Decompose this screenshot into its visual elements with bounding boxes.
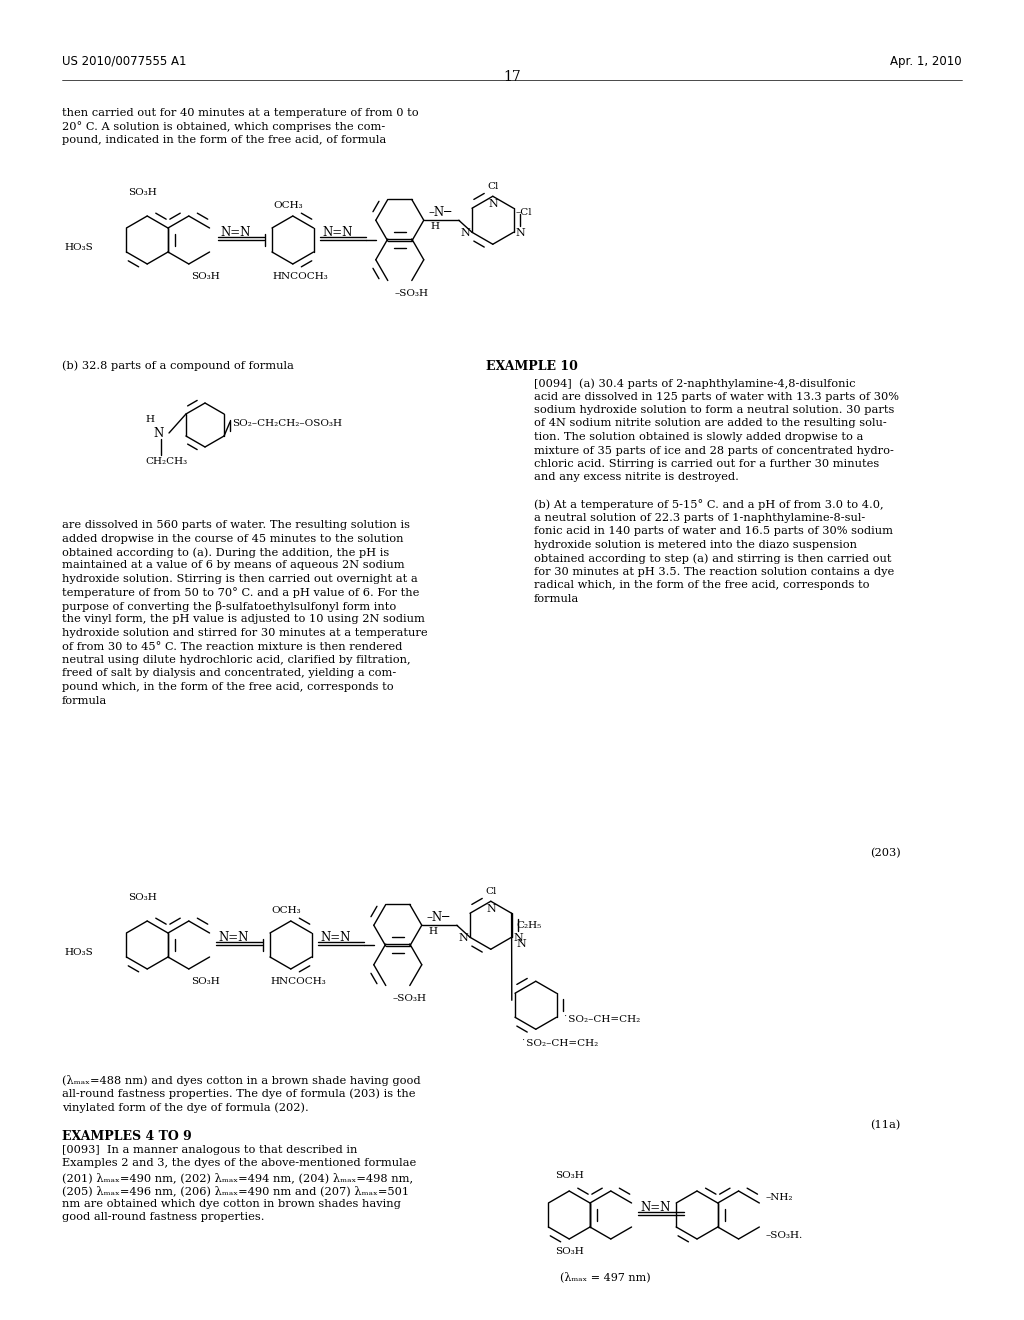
Text: [0094]  (a) 30.4 parts of 2-naphthylamine-4,8-disulfonic: [0094] (a) 30.4 parts of 2-naphthylamine…	[534, 378, 855, 388]
Text: CH₂CH₃: CH₂CH₃	[145, 457, 187, 466]
Text: hydroxide solution. Stirring is then carried out overnight at a: hydroxide solution. Stirring is then car…	[62, 574, 418, 583]
Text: (203): (203)	[870, 847, 901, 858]
Text: SO₃H: SO₃H	[128, 187, 157, 197]
Text: maintained at a value of 6 by means of aqueous 2N sodium: maintained at a value of 6 by means of a…	[62, 561, 404, 570]
Text: of 4N sodium nitrite solution are added to the resulting solu-: of 4N sodium nitrite solution are added …	[534, 418, 887, 429]
Text: –NH₂: –NH₂	[766, 1193, 793, 1203]
Text: SO₃H: SO₃H	[128, 894, 157, 902]
Text: N: N	[153, 426, 163, 440]
Text: –N─: –N─	[427, 911, 450, 924]
Text: hydroxide solution is metered into the diazo suspension: hydroxide solution is metered into the d…	[534, 540, 857, 550]
Text: C₂H₅: C₂H₅	[516, 921, 542, 931]
Text: temperature of from 50 to 70° C. and a pH value of 6. For the: temperature of from 50 to 70° C. and a p…	[62, 587, 420, 598]
Text: the vinyl form, the pH value is adjusted to 10 using 2N sodium: the vinyl form, the pH value is adjusted…	[62, 615, 425, 624]
Text: N=N: N=N	[219, 931, 249, 944]
Text: (b) At a temperature of 5-15° C. and a pH of from 3.0 to 4.0,: (b) At a temperature of 5-15° C. and a p…	[534, 499, 884, 511]
Text: SO₃H: SO₃H	[190, 977, 219, 986]
Text: (205) λₘₐₓ=496 nm, (206) λₘₐₓ=490 nm and (207) λₘₐₓ=501: (205) λₘₐₓ=496 nm, (206) λₘₐₓ=490 nm and…	[62, 1185, 410, 1196]
Text: N: N	[486, 904, 497, 915]
Text: (λₘₐₓ = 497 nm): (λₘₐₓ = 497 nm)	[560, 1271, 650, 1282]
Text: formula: formula	[62, 696, 108, 705]
Text: OCH₃: OCH₃	[273, 201, 303, 210]
Text: Cl: Cl	[485, 887, 497, 896]
Text: H: H	[431, 222, 439, 231]
Text: of from 30 to 45° C. The reaction mixture is then rendered: of from 30 to 45° C. The reaction mixtur…	[62, 642, 402, 652]
Text: –SO₃H.: –SO₃H.	[766, 1232, 803, 1239]
Text: a neutral solution of 22.3 parts of 1-naphthylamine-8-sul-: a neutral solution of 22.3 parts of 1-na…	[534, 513, 865, 523]
Text: [0093]  In a manner analogous to that described in: [0093] In a manner analogous to that des…	[62, 1144, 357, 1155]
Text: mixture of 35 parts of ice and 28 parts of concentrated hydro-: mixture of 35 parts of ice and 28 parts …	[534, 446, 894, 455]
Text: HNCOCH₃: HNCOCH₃	[272, 272, 329, 281]
Text: (λₘₐₓ=488 nm) and dyes cotton in a brown shade having good: (λₘₐₓ=488 nm) and dyes cotton in a brown…	[62, 1074, 421, 1086]
Text: tion. The solution obtained is slowly added dropwise to a: tion. The solution obtained is slowly ad…	[534, 432, 863, 442]
Text: N: N	[514, 933, 523, 944]
Text: pound, indicated in the form of the free acid, of formula: pound, indicated in the form of the free…	[62, 135, 386, 145]
Text: N=N: N=N	[321, 931, 351, 944]
Text: acid are dissolved in 125 parts of water with 13.3 parts of 30%: acid are dissolved in 125 parts of water…	[534, 392, 899, 401]
Text: (b) 32.8 parts of a compound of formula: (b) 32.8 parts of a compound of formula	[62, 360, 294, 371]
Text: obtained according to (a). During the addition, the pH is: obtained according to (a). During the ad…	[62, 546, 389, 557]
Text: EXAMPLE 10: EXAMPLE 10	[486, 360, 578, 374]
Text: –N─: –N─	[429, 206, 452, 219]
Text: for 30 minutes at pH 3.5. The reaction solution contains a dye: for 30 minutes at pH 3.5. The reaction s…	[534, 568, 894, 577]
Text: OCH₃: OCH₃	[271, 906, 301, 915]
Text: and any excess nitrite is destroyed.: and any excess nitrite is destroyed.	[534, 473, 739, 483]
Text: purpose of converting the β-sulfatoethylsulfonyl form into: purpose of converting the β-sulfatoethyl…	[62, 601, 396, 612]
Text: fonic acid in 140 parts of water and 16.5 parts of 30% sodium: fonic acid in 140 parts of water and 16.…	[534, 527, 893, 536]
Text: are dissolved in 560 parts of water. The resulting solution is: are dissolved in 560 parts of water. The…	[62, 520, 410, 531]
Text: Examples 2 and 3, the dyes of the above-mentioned formulae: Examples 2 and 3, the dyes of the above-…	[62, 1159, 416, 1168]
Text: hydroxide solution and stirred for 30 minutes at a temperature: hydroxide solution and stirred for 30 mi…	[62, 628, 428, 638]
Text: radical which, in the form of the free acid, corresponds to: radical which, in the form of the free a…	[534, 581, 869, 590]
Text: HNCOCH₃: HNCOCH₃	[270, 977, 327, 986]
Text: (201) λₘₐₓ=490 nm, (202) λₘₐₓ=494 nm, (204) λₘₐₓ=498 nm,: (201) λₘₐₓ=490 nm, (202) λₘₐₓ=494 nm, (2…	[62, 1172, 413, 1183]
Text: HO₃S: HO₃S	[65, 948, 93, 957]
Text: freed of salt by dialysis and concentrated, yielding a com-: freed of salt by dialysis and concentrat…	[62, 668, 396, 678]
Text: good all-round fastness properties.: good all-round fastness properties.	[62, 1213, 264, 1222]
Text: sodium hydroxide solution to form a neutral solution. 30 parts: sodium hydroxide solution to form a neut…	[534, 405, 894, 414]
Text: ˙SO₂–CH=CH₂: ˙SO₂–CH=CH₂	[563, 1015, 640, 1024]
Text: –Cl: –Cl	[515, 209, 532, 218]
Text: then carried out for 40 minutes at a temperature of from 0 to: then carried out for 40 minutes at a tem…	[62, 108, 419, 117]
Text: nm are obtained which dye cotton in brown shades having: nm are obtained which dye cotton in brow…	[62, 1199, 400, 1209]
Text: neutral using dilute hydrochloric acid, clarified by filtration,: neutral using dilute hydrochloric acid, …	[62, 655, 411, 665]
Text: formula: formula	[534, 594, 580, 605]
Text: vinylated form of the dye of formula (202).: vinylated form of the dye of formula (20…	[62, 1102, 309, 1113]
Text: SO₃H: SO₃H	[555, 1171, 584, 1180]
Text: –SO₃H: –SO₃H	[393, 994, 427, 1003]
Text: SO₃H: SO₃H	[190, 272, 219, 281]
Text: N=N: N=N	[641, 1201, 671, 1214]
Text: chloric acid. Stirring is carried out for a further 30 minutes: chloric acid. Stirring is carried out fo…	[534, 459, 880, 469]
Text: ˙SO₂–CH=CH₂: ˙SO₂–CH=CH₂	[521, 1039, 598, 1048]
Text: Apr. 1, 2010: Apr. 1, 2010	[891, 55, 962, 69]
Text: N: N	[515, 228, 525, 238]
Text: –SO₃H: –SO₃H	[395, 289, 429, 298]
Text: (11a): (11a)	[870, 1119, 900, 1130]
Text: N: N	[516, 940, 526, 949]
Text: N=N: N=N	[221, 226, 251, 239]
Text: 17: 17	[503, 70, 521, 84]
Text: N: N	[488, 199, 499, 210]
Text: H: H	[145, 414, 154, 424]
Text: H: H	[429, 927, 438, 936]
Text: SO₃H: SO₃H	[555, 1247, 584, 1257]
Text: N: N	[460, 228, 470, 238]
Text: N: N	[458, 933, 468, 944]
Text: all-round fastness properties. The dye of formula (203) is the: all-round fastness properties. The dye o…	[62, 1089, 416, 1100]
Text: pound which, in the form of the free acid, corresponds to: pound which, in the form of the free aci…	[62, 682, 393, 692]
Text: N=N: N=N	[323, 226, 353, 239]
Text: added dropwise in the course of 45 minutes to the solution: added dropwise in the course of 45 minut…	[62, 533, 403, 544]
Text: SO₂–CH₂CH₂–OSO₃H: SO₂–CH₂CH₂–OSO₃H	[232, 418, 342, 428]
Text: Cl: Cl	[487, 182, 499, 191]
Text: EXAMPLES 4 TO 9: EXAMPLES 4 TO 9	[62, 1130, 191, 1143]
Text: 20° C. A solution is obtained, which comprises the com-: 20° C. A solution is obtained, which com…	[62, 121, 385, 132]
Text: HO₃S: HO₃S	[65, 243, 93, 252]
Text: obtained according to step (a) and stirring is then carried out: obtained according to step (a) and stirr…	[534, 553, 892, 564]
Text: US 2010/0077555 A1: US 2010/0077555 A1	[62, 55, 186, 69]
